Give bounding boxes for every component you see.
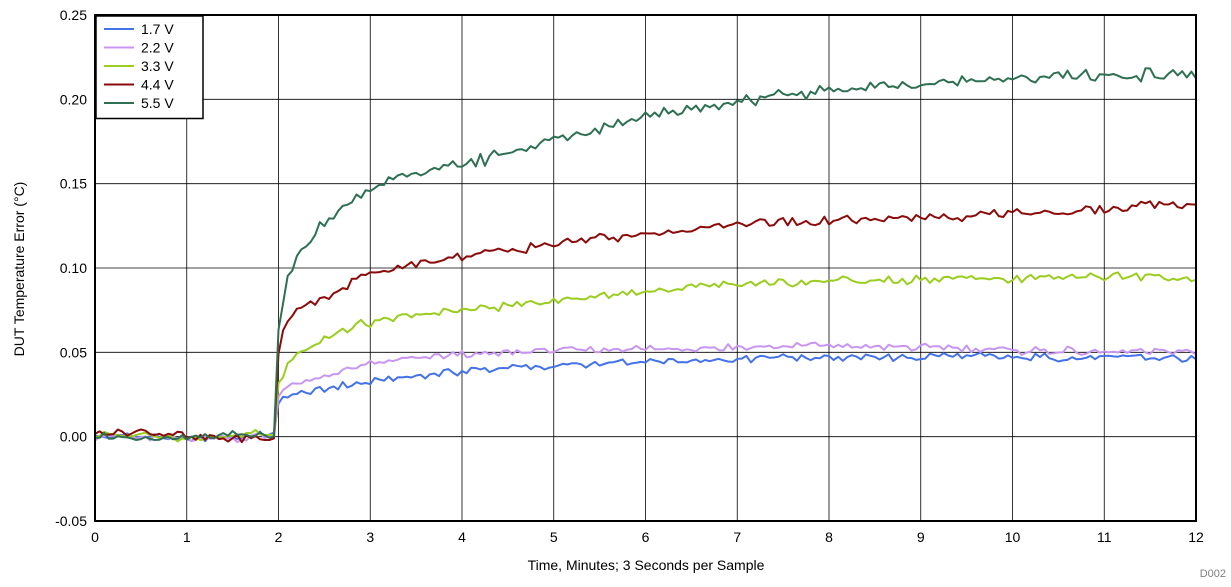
x-axis-tick-labels: 0 1 2 3 4 5 6 7 8 9 10 11 12: [91, 529, 1204, 545]
figure-id-watermark: D002: [1200, 568, 1226, 580]
y-axis-tick-labels: -0.05 0.00 0.05 0.10 0.15 0.20 0.25: [55, 7, 87, 529]
x-tick-label: 11: [1097, 529, 1112, 545]
series-line-3: [94, 271, 1197, 443]
x-tick-label: 8: [825, 529, 833, 545]
legend-label: 2.2 V: [141, 40, 174, 56]
legend-label: 5.5 V: [141, 95, 174, 111]
legend-label: 1.7 V: [141, 21, 174, 37]
x-tick-label: 1: [183, 529, 191, 545]
x-tick-label: 6: [642, 529, 650, 545]
legend-label: 4.4 V: [141, 77, 174, 93]
y-tick-label: 0.25: [60, 7, 87, 23]
legend-label: 3.3 V: [141, 58, 174, 74]
series-line-4: [94, 200, 1197, 444]
series-lines: [94, 67, 1197, 444]
x-tick-label: 0: [91, 529, 99, 545]
plot-frame: [94, 14, 1197, 522]
x-axis-label: Time, Minutes; 3 Seconds per Sample: [528, 557, 765, 573]
x-tick-label: 10: [1005, 529, 1021, 545]
series-line-5: [94, 67, 1197, 441]
series-line-2: [94, 341, 1197, 444]
y-tick-label: 0.20: [60, 91, 87, 107]
x-tick-label: 4: [458, 529, 466, 545]
legend: 1.7 V 2.2 V 3.3 V 4.4 V 5.5 V: [95, 15, 204, 120]
y-tick-label: -0.05: [55, 513, 87, 529]
x-tick-label: 5: [550, 529, 558, 545]
x-tick-label: 2: [275, 529, 283, 545]
x-tick-label: 12: [1188, 529, 1204, 545]
y-tick-label: 0.05: [60, 344, 87, 360]
y-tick-label: 0.10: [60, 260, 87, 276]
legend-box: [95, 15, 204, 120]
y-tick-label: 0.15: [60, 176, 87, 192]
y-tick-label: 0.00: [60, 429, 87, 445]
x-tick-label: 3: [366, 529, 374, 545]
x-tick-label: 7: [733, 529, 741, 545]
y-axis-label: DUT Temperature Error (°C): [11, 182, 27, 357]
x-tick-label: 9: [917, 529, 925, 545]
